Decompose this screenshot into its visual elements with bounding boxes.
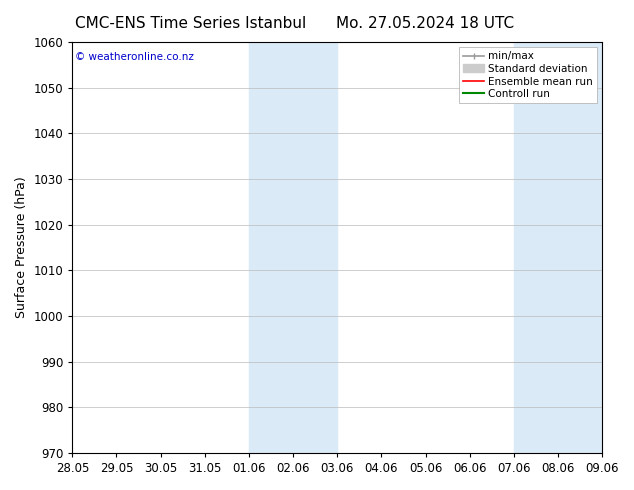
Bar (514, 42, 602, 453)
Bar (249, 42, 337, 453)
Text: CMC-ENS Time Series Istanbul: CMC-ENS Time Series Istanbul (75, 16, 306, 31)
Text: Mo. 27.05.2024 18 UTC: Mo. 27.05.2024 18 UTC (336, 16, 514, 31)
Text: © weatheronline.co.nz: © weatheronline.co.nz (75, 52, 194, 62)
Legend: min/max, Standard deviation, Ensemble mean run, Controll run: min/max, Standard deviation, Ensemble me… (459, 47, 597, 103)
Y-axis label: Surface Pressure (hPa): Surface Pressure (hPa) (15, 176, 28, 318)
